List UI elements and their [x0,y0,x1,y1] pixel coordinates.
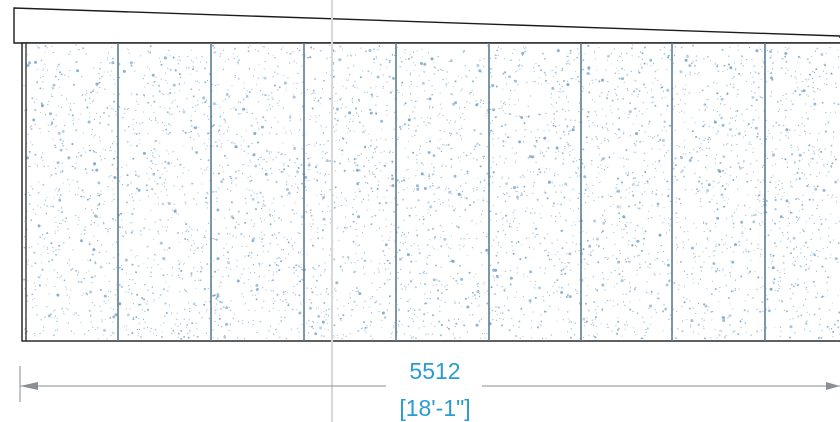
wall-body [21,42,840,342]
panel-seams [117,43,766,341]
dimension-metric-label: 5512 [409,358,461,384]
stipple-texture [23,44,840,340]
dimension-arrow-right [826,382,840,390]
dimension-line [19,366,840,402]
dimension-imperial-label: [18'-1"] [399,395,471,421]
dimension-arrow-left [20,382,38,390]
roof-cap-outline [13,7,840,44]
